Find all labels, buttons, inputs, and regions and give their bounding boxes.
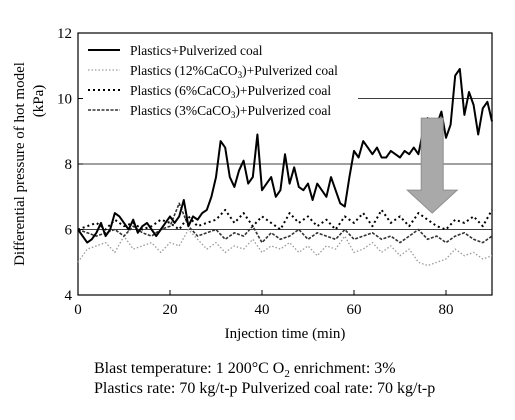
x-tick-label: 40 [255,302,270,318]
x-tick-label: 0 [74,302,82,318]
y-tick-label: 6 [65,223,73,239]
axis-ticks: 0 20 40 60 80 4 6 8 10 12 [57,26,454,318]
legend: Plastics+Pulverized coal Plastics (12%CaC… [83,38,358,124]
series-line-3 [77,208,493,231]
x-tick-label: 80 [439,302,454,318]
caption-line-2: Plastics rate: 70 kg/t-p Pulverized coal… [94,380,436,397]
down-arrow-shape [405,117,459,214]
y-tick-label: 10 [57,92,72,108]
caption-text: Blast temperature: 1 200°C O [94,360,285,377]
y-tick-label: 8 [65,157,73,173]
legend-label: Plastics (6%CaCO3)+Pulverized coal [130,83,331,100]
trend-arrow [405,117,459,214]
chart: 0 20 40 60 80 4 6 8 10 12 Plastics+Pulverized coa… [12,26,493,342]
legend-label: Plastics+Pulverized coal [130,43,263,58]
caption-subscript: 2 [284,368,290,381]
caption-text: enrichment: 3% [289,360,396,377]
x-axis-label: Injection time (min) [225,326,346,342]
y-axis-label-text: Differential pressure of hot model [12,62,28,266]
series-line-4 [77,202,493,244]
legend-label: Plastics (3%CaCO3)+Pulverized coal [130,103,331,120]
y-tick-label: 4 [65,288,73,304]
series-line-2 [77,228,493,267]
legend-label: Plastics (12%CaCO3)+Pulverized coal [130,63,338,80]
y-axis-label: Differential pressure of hot model (kPa) [12,62,47,266]
x-tick-label: 20 [163,302,178,318]
y-axis-unit: (kPa) [31,85,47,118]
legend-box [83,38,358,124]
caption-line-1: Blast temperature: 1 200°C O2 enrichment… [94,360,396,380]
y-tick-label: 12 [57,26,72,42]
x-tick-label: 60 [347,302,362,318]
